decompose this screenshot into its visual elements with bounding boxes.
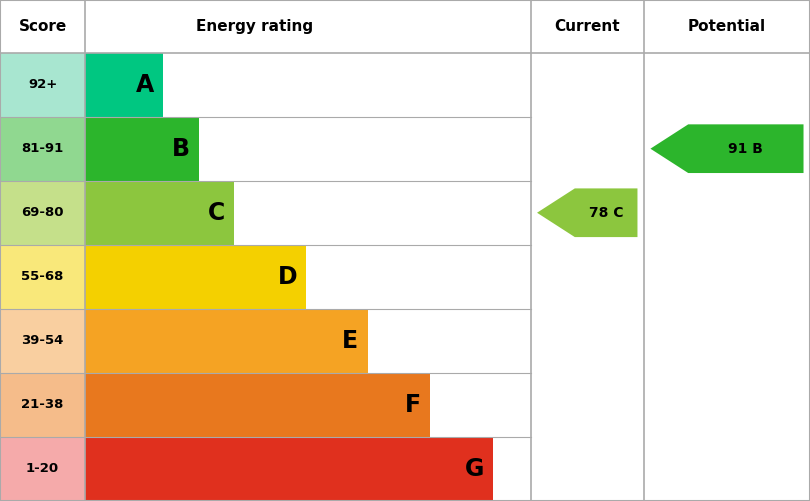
Text: 81-91: 81-91 [21, 142, 64, 155]
Bar [0, 373, 85, 437]
Bar [85, 309, 531, 373]
Bar [0, 437, 85, 501]
Text: 91 B: 91 B [728, 142, 763, 156]
Bar [531, 53, 810, 501]
Bar [85, 117, 531, 181]
Text: E: E [342, 329, 358, 353]
Bar [85, 53, 531, 117]
Text: 1-20: 1-20 [26, 462, 59, 475]
Polygon shape [650, 124, 804, 173]
Bar [85, 245, 531, 309]
Text: 78 C: 78 C [589, 206, 624, 220]
Text: G: G [465, 457, 484, 481]
Bar [85, 181, 531, 245]
Text: Potential: Potential [688, 19, 766, 34]
Bar [0, 117, 85, 181]
Bar [85, 309, 368, 373]
Text: D: D [278, 265, 297, 289]
Bar [85, 181, 234, 245]
Bar [0, 181, 85, 245]
Bar [85, 437, 492, 501]
Bar [85, 245, 305, 309]
Bar [0, 53, 85, 117]
Text: 39-54: 39-54 [21, 334, 64, 347]
Text: 69-80: 69-80 [21, 206, 64, 219]
Bar [0, 245, 85, 309]
Bar [85, 53, 163, 117]
Text: 55-68: 55-68 [21, 271, 64, 283]
Polygon shape [537, 188, 637, 237]
Text: Current: Current [554, 19, 620, 34]
Bar [85, 437, 531, 501]
Bar [0, 0, 810, 53]
Text: Energy rating: Energy rating [196, 19, 313, 34]
Text: B: B [172, 137, 190, 161]
Bar [85, 373, 531, 437]
Bar [85, 373, 430, 437]
Text: 92+: 92+ [28, 78, 58, 91]
Text: 21-38: 21-38 [21, 398, 64, 411]
Bar [0, 309, 85, 373]
Text: C: C [208, 201, 225, 225]
Text: A: A [136, 73, 155, 97]
Text: F: F [404, 393, 420, 417]
Text: Score: Score [19, 19, 66, 34]
Bar [85, 117, 198, 181]
